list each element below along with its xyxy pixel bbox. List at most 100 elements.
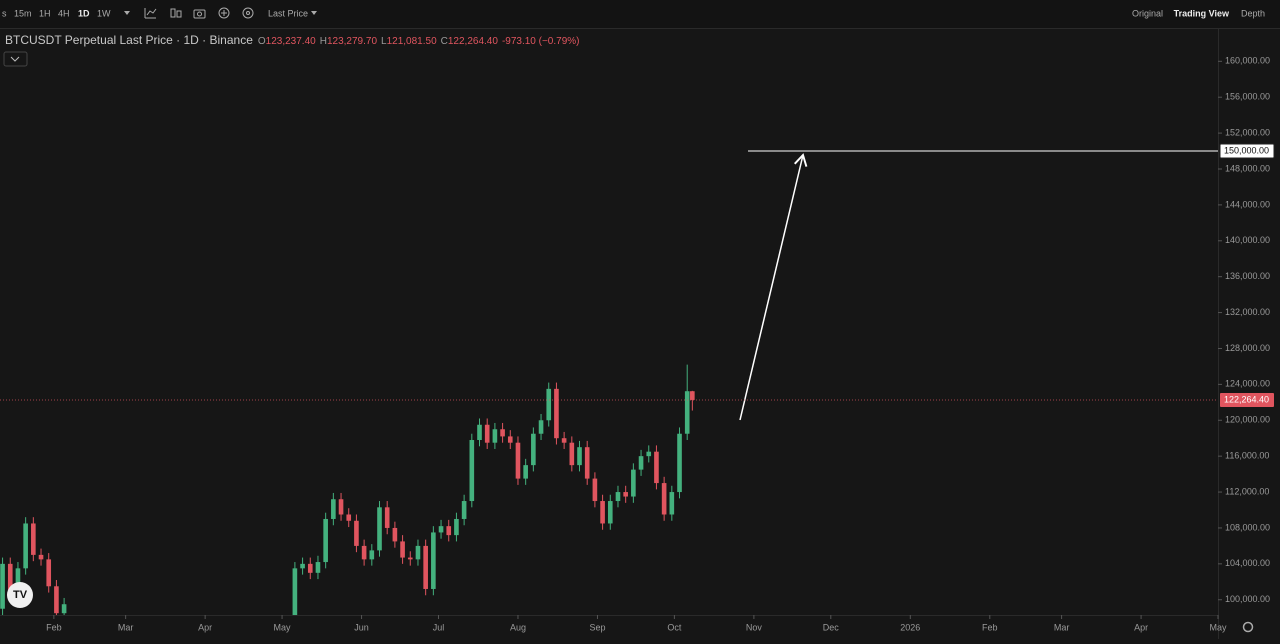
candle-body bbox=[561, 438, 567, 443]
candle-body bbox=[646, 451, 652, 457]
candle-body bbox=[484, 424, 490, 443]
candle-body bbox=[469, 440, 475, 502]
collapse-button[interactable] bbox=[3, 51, 28, 67]
arrow-drawing bbox=[739, 153, 808, 421]
candle-body bbox=[454, 518, 459, 536]
ohlc-value: 123,279.70 bbox=[327, 36, 377, 47]
y-tick-label: 144,000.00 bbox=[1225, 199, 1270, 209]
level-label: 150,000.00 bbox=[1224, 145, 1269, 155]
candle-body bbox=[323, 518, 328, 563]
add-icon[interactable] bbox=[218, 7, 230, 19]
y-tick-label: 140,000.00 bbox=[1225, 235, 1270, 245]
y-tick-label: 132,000.00 bbox=[1225, 307, 1270, 317]
candle-body bbox=[407, 557, 413, 560]
ohlc-key: O bbox=[258, 36, 266, 47]
candle-body bbox=[384, 507, 390, 528]
candle-body bbox=[690, 391, 695, 400]
candle-body bbox=[0, 563, 5, 609]
candle-body bbox=[400, 541, 405, 558]
candle-body bbox=[377, 507, 382, 551]
x-tick-label: Oct bbox=[667, 622, 682, 632]
candle-body bbox=[300, 563, 305, 569]
candle-body bbox=[638, 456, 644, 470]
camera-icon[interactable] bbox=[193, 9, 206, 19]
candle-body bbox=[292, 568, 298, 615]
candle-icon[interactable] bbox=[170, 8, 176, 18]
candle-body bbox=[569, 442, 575, 466]
candle-body bbox=[538, 420, 544, 434]
target-icon[interactable] bbox=[242, 7, 254, 19]
candle-body bbox=[661, 483, 667, 515]
candle-body bbox=[531, 433, 536, 466]
ohlc-key: L bbox=[381, 36, 387, 47]
candle-body bbox=[461, 501, 467, 519]
candle-body bbox=[7, 563, 13, 591]
change: -973.10 (−0.79%) bbox=[502, 36, 580, 47]
interval-button[interactable]: 4H bbox=[58, 8, 70, 18]
candle-body bbox=[607, 501, 613, 524]
y-tick-label: 160,000.00 bbox=[1225, 56, 1270, 66]
candle-body bbox=[369, 550, 375, 560]
interval-button[interactable]: 1W bbox=[97, 8, 111, 18]
candle-body bbox=[677, 433, 682, 493]
x-tick-label: Apr bbox=[198, 622, 212, 632]
candle-body bbox=[15, 568, 21, 591]
interval-button[interactable]: 1H bbox=[39, 8, 51, 18]
y-tick-label: 156,000.00 bbox=[1225, 92, 1270, 102]
settings-icon[interactable] bbox=[1242, 621, 1254, 633]
x-tick-label: Sep bbox=[589, 622, 605, 632]
candle-body bbox=[346, 514, 352, 521]
x-tick-label: May bbox=[1209, 622, 1227, 632]
candle-body bbox=[554, 388, 559, 439]
plus bbox=[221, 10, 227, 16]
candle-body bbox=[515, 442, 521, 479]
toolbar-icons bbox=[144, 7, 254, 19]
candle-body bbox=[507, 436, 513, 443]
candle-body bbox=[61, 604, 67, 614]
interval-button[interactable]: 1D bbox=[78, 8, 90, 18]
candle-body bbox=[623, 492, 628, 497]
candle-body bbox=[592, 478, 598, 502]
candle-body bbox=[23, 523, 28, 569]
x-tick-label: Aug bbox=[510, 622, 526, 632]
interval-button[interactable]: 15m bbox=[14, 8, 32, 18]
ohlc-value: 122,264.40 bbox=[448, 36, 498, 47]
y-tick-label: 108,000.00 bbox=[1225, 522, 1270, 532]
tv-logo bbox=[7, 582, 33, 608]
interval-button[interactable]: s bbox=[2, 8, 7, 18]
y-tick-label: 128,000.00 bbox=[1225, 343, 1270, 353]
candle-body bbox=[307, 563, 313, 573]
candle-body bbox=[477, 424, 482, 441]
x-tick-label: Apr bbox=[1134, 622, 1148, 632]
x-tick-label: Feb bbox=[982, 622, 998, 632]
candle-body bbox=[584, 447, 590, 479]
view-button[interactable]: Trading View bbox=[1174, 8, 1230, 18]
price-badge bbox=[1220, 392, 1274, 407]
x-tick-label: Nov bbox=[746, 622, 763, 632]
indicator-icon[interactable] bbox=[144, 8, 157, 19]
candle-body bbox=[492, 429, 498, 443]
candle-body bbox=[600, 501, 605, 524]
candle-icon[interactable] bbox=[176, 10, 182, 18]
chevron-icon bbox=[10, 56, 20, 62]
candle-body bbox=[446, 526, 452, 536]
candle-body bbox=[354, 520, 359, 546]
candle-body bbox=[392, 527, 398, 542]
price-label: 122,264.40 bbox=[1224, 394, 1269, 404]
candle-body bbox=[577, 447, 582, 466]
level-badge bbox=[1219, 143, 1275, 159]
ohlc-value: 121,081.50 bbox=[387, 36, 437, 47]
x-tick-label: 2026 bbox=[900, 622, 920, 632]
candle-body bbox=[31, 523, 36, 555]
x-tick-label: Dec bbox=[823, 622, 840, 632]
view-button[interactable]: Original bbox=[1132, 8, 1163, 18]
candle-body bbox=[684, 391, 690, 434]
ohlc-key: C bbox=[441, 36, 448, 47]
price-type[interactable]: Last Price bbox=[268, 8, 308, 18]
symbol-title: BTCUSDT Perpetual Last Price · 1D · Bina… bbox=[5, 33, 253, 47]
view-button[interactable]: Depth bbox=[1241, 8, 1265, 18]
ohlc-value: 123,237.40 bbox=[266, 36, 316, 47]
y-tick-label: 124,000.00 bbox=[1225, 379, 1270, 389]
